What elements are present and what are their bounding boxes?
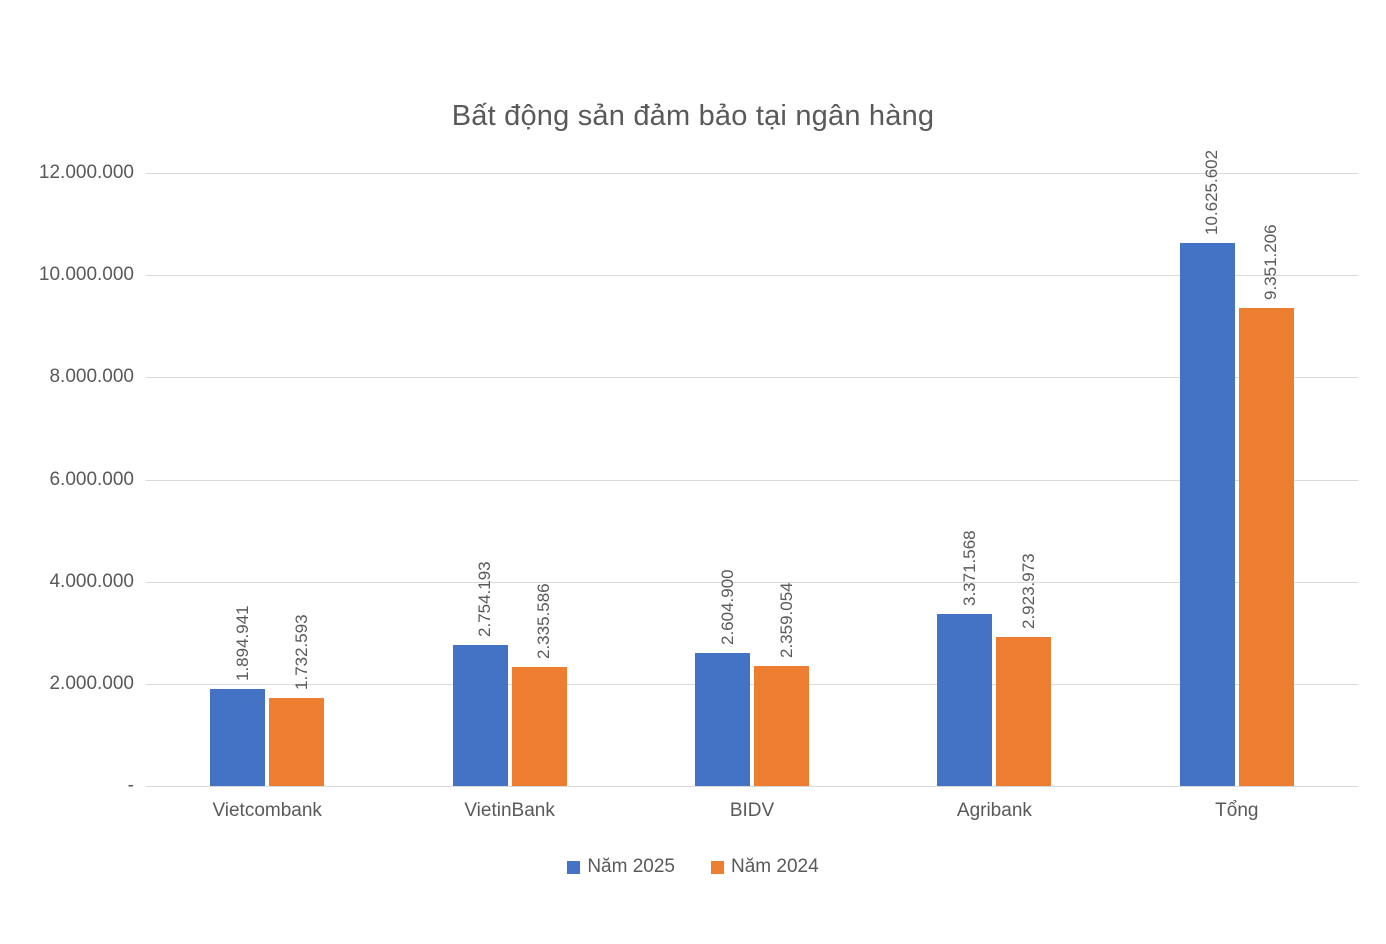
x-axis-category-label: Vietcombank bbox=[212, 800, 322, 821]
gridline bbox=[146, 479, 1358, 481]
legend-label: Năm 2025 bbox=[587, 856, 675, 877]
y-axis-tick-label: 2.000.000 bbox=[49, 672, 134, 694]
bar-value-label: 1.894.941 bbox=[232, 605, 252, 682]
x-axis-category-label: Agribank bbox=[956, 800, 1032, 821]
y-axis-tick-label: 8.000.000 bbox=[49, 366, 134, 388]
bar-nam-2024[interactable] bbox=[996, 636, 1052, 786]
bar-value-label: 3.371.568 bbox=[959, 530, 979, 606]
bar-value-label: 2.604.900 bbox=[717, 569, 737, 645]
legend-item-nam-2024[interactable]: Năm 2024 bbox=[711, 856, 819, 878]
legend-item-nam-2025[interactable]: Năm 2025 bbox=[567, 856, 675, 878]
gridline bbox=[146, 683, 1358, 685]
bar-nam-2024[interactable] bbox=[1238, 308, 1294, 786]
x-axis-category-label: BIDV bbox=[729, 800, 775, 821]
chart-legend: Năm 2025 Năm 2024 bbox=[0, 856, 1386, 878]
bar-nam-2025[interactable] bbox=[452, 645, 508, 786]
bar-nam-2025[interactable] bbox=[695, 652, 750, 786]
gridline bbox=[146, 377, 1358, 379]
bar-nam-2025[interactable] bbox=[1179, 243, 1235, 786]
bar-nam-2024[interactable] bbox=[511, 666, 567, 786]
y-axis-tick-label: - bbox=[127, 775, 134, 796]
y-axis-tick-label: 12.000.000 bbox=[38, 162, 134, 183]
bar-value-label: 1.732.593 bbox=[291, 613, 311, 690]
x-axis-category-label: Tổng bbox=[1215, 800, 1259, 821]
bar-nam-2025[interactable] bbox=[937, 613, 993, 786]
legend-swatch-icon bbox=[711, 860, 724, 874]
plot-area: 1.894.941 1.732.593 2.754.193 2.335.586 2.60… bbox=[146, 150, 1358, 787]
bar-value-label: 2.335.586 bbox=[534, 583, 554, 659]
bar-nam-2024[interactable] bbox=[269, 697, 325, 786]
bar-value-label: 10.625.602 bbox=[1202, 150, 1222, 236]
bar-value-label: 2.359.054 bbox=[776, 581, 796, 658]
x-axis-category-label: VietinBank bbox=[464, 800, 555, 821]
bar-value-label: 2.754.193 bbox=[475, 561, 495, 638]
gridline bbox=[146, 786, 1358, 787]
y-axis-tick-label: 4.000.000 bbox=[49, 570, 134, 592]
gridline bbox=[146, 173, 1358, 174]
legend-label: Năm 2024 bbox=[731, 856, 819, 877]
bar-nam-2024[interactable] bbox=[754, 665, 809, 786]
gridline bbox=[146, 275, 1358, 277]
legend-swatch-icon bbox=[567, 860, 581, 874]
bar-value-label: 2.923.973 bbox=[1018, 553, 1038, 629]
gridline bbox=[146, 581, 1358, 583]
y-axis-tick-label: 10.000.000 bbox=[38, 264, 134, 286]
y-axis-tick-label: 6.000.000 bbox=[49, 468, 134, 490]
chart-title: Bất động sản đảm bảo tại ngân hàng bbox=[451, 100, 935, 132]
bar-value-label: 9.351.206 bbox=[1261, 224, 1281, 301]
bar-nam-2025[interactable] bbox=[210, 689, 266, 786]
